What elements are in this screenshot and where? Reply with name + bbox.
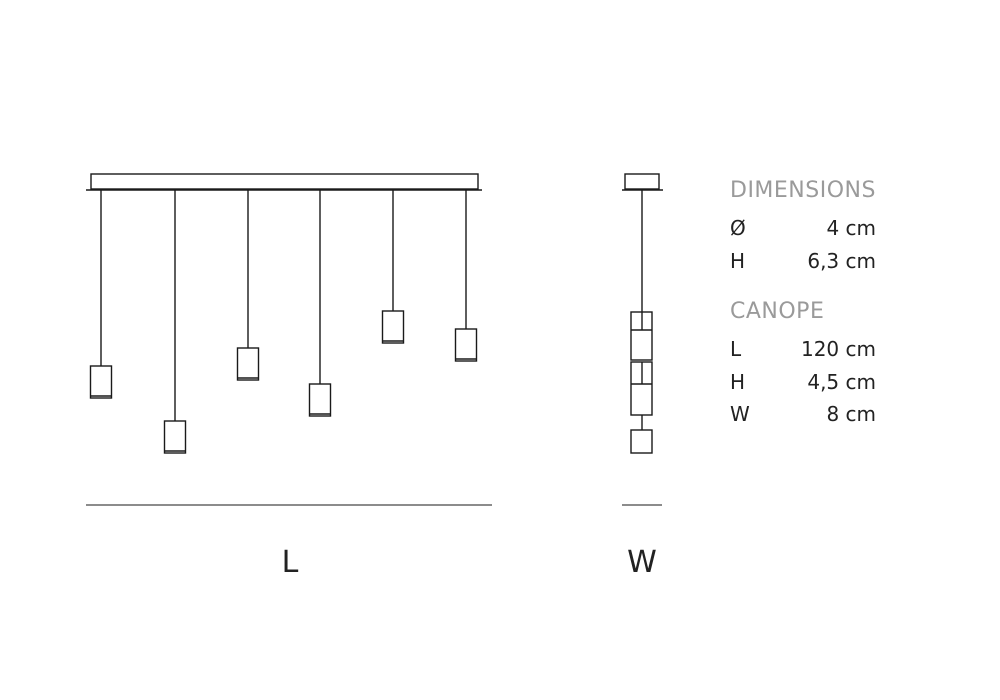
pendant [236, 190, 260, 381]
pendant [454, 190, 478, 362]
canope-front [90, 173, 479, 190]
dimensions-title: DIMENSIONS [730, 178, 876, 203]
pendant-shade [308, 383, 332, 417]
spec-value: 120 cm [800, 337, 876, 361]
spec-key: W [730, 402, 750, 426]
spec-row: Ø 4 cm [730, 212, 876, 245]
canope-title: CANOPE [730, 299, 825, 324]
spec-key: Ø [730, 216, 746, 240]
spec-row: L 120 cm [730, 333, 876, 366]
spec-row: W 8 cm [730, 398, 876, 431]
spec-value: 4,5 cm [807, 369, 876, 394]
spec-value: 6,3 cm [807, 248, 876, 273]
spec-row: H 4,5 cm [730, 366, 876, 399]
front-view-label: L [281, 545, 299, 580]
pendant-shade [89, 365, 113, 399]
spec-key: H [730, 369, 746, 394]
pendant [381, 190, 405, 344]
spec-key: L [730, 337, 742, 361]
side-view [622, 173, 663, 506]
pendant [163, 190, 187, 454]
pendant-shade [454, 328, 478, 362]
spec-value: 8 cm [826, 402, 876, 426]
pendant [308, 190, 332, 417]
pendant-shade [163, 420, 187, 454]
side-view-label: W [627, 545, 657, 580]
front-view [86, 173, 492, 506]
side-pendant [630, 311, 653, 361]
pendant-shade [236, 347, 260, 381]
spec-key: H [730, 248, 746, 273]
spec-row: H 6,3 cm [730, 245, 876, 278]
spec-value: 4 cm [826, 216, 876, 240]
pendant-shade [381, 310, 405, 344]
pendant [89, 190, 113, 399]
side-pendant [630, 429, 653, 454]
canope-side [624, 173, 660, 190]
